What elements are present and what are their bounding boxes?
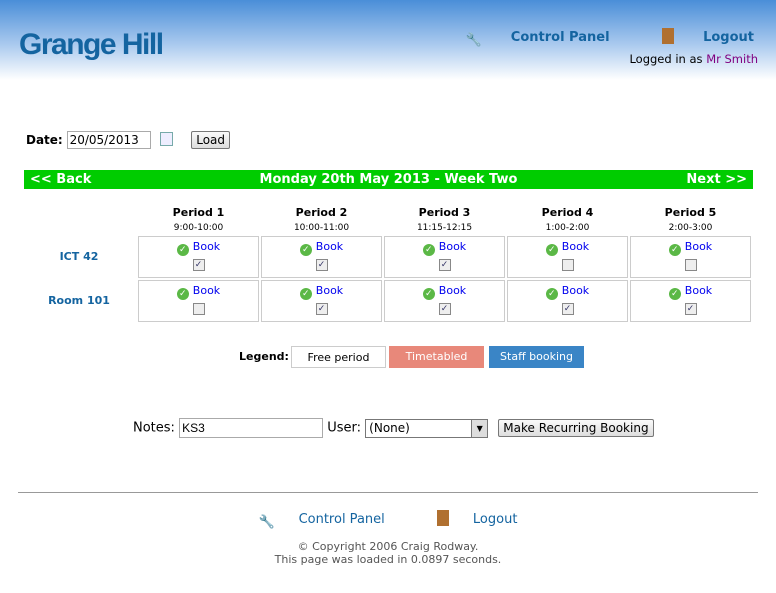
header: Grange Hill 🔧 Control Panel Logout Logged…	[0, 0, 776, 80]
book-link[interactable]: ✓ Book	[139, 284, 258, 300]
period-header: Period 5 2:00-3:00	[664, 206, 717, 233]
book-link[interactable]: ✓ Book	[508, 284, 627, 300]
booking-cell: ✓ Book ✓	[630, 280, 751, 322]
wrench-icon: 🔧	[465, 33, 482, 48]
period-header: Period 1 9:00-10:00	[172, 206, 225, 233]
book-link[interactable]: ✓ Book	[508, 240, 627, 256]
booking-cell: ✓ Book ✓	[507, 280, 628, 322]
back-link[interactable]: << Back	[30, 172, 92, 187]
booking-checkbox[interactable]: ✓	[192, 259, 205, 271]
check-circle-icon: ✓	[668, 288, 681, 300]
booking-checkbox[interactable]: ✓	[438, 303, 451, 315]
calendar-icon[interactable]	[160, 132, 174, 146]
footer-links: 🔧 Control Panel Logout	[0, 510, 776, 531]
booking-checkbox[interactable]: ✓	[315, 303, 328, 315]
control-panel-link[interactable]: 🔧 Control Panel	[465, 30, 610, 48]
book-link[interactable]: ✓ Book	[631, 240, 750, 256]
booking-cell: ✓ Book ✓	[261, 280, 382, 322]
booking-cell: ✓ Book ✓	[384, 280, 505, 322]
check-circle-icon: ✓	[299, 288, 312, 300]
load-button[interactable]: Load	[191, 131, 231, 149]
logo[interactable]: Grange Hill	[19, 28, 164, 61]
booking-checkbox[interactable]: ✓	[438, 259, 451, 271]
check-circle-icon: ✓	[299, 244, 312, 256]
user-select[interactable]: (None) ▼	[365, 418, 489, 438]
logout-link[interactable]: Logout	[638, 28, 754, 45]
check-circle-icon: ✓	[545, 288, 558, 300]
date-input[interactable]	[66, 131, 151, 149]
booking-checkbox[interactable]	[684, 259, 697, 271]
booking-cell: ✓ Book ✓	[261, 236, 382, 278]
copyright: © Copyright 2006 Craig Rodway. This page …	[274, 540, 502, 566]
booking-cell: ✓ Book ✓	[384, 236, 505, 278]
notes-input[interactable]	[179, 418, 324, 438]
booking-cell: ✓ Book	[630, 236, 751, 278]
book-link[interactable]: ✓ Book	[385, 284, 504, 300]
make-recurring-booking-button[interactable]: Make Recurring Booking	[498, 418, 654, 437]
legend-staff: Staff booking	[489, 346, 584, 368]
next-link[interactable]: Next >>	[686, 172, 747, 187]
booking-checkbox[interactable]: ✓	[561, 303, 574, 315]
check-circle-icon: ✓	[668, 244, 681, 256]
booking-cell: ✓ Book	[138, 280, 259, 322]
period-header: Period 2 10:00-11:00	[293, 206, 350, 233]
book-link[interactable]: ✓ Book	[262, 240, 381, 256]
day-navigation: Monday 20th May 2013 - Week Two << Back …	[24, 170, 753, 189]
door-exit-icon	[436, 510, 449, 526]
book-link[interactable]: ✓ Book	[262, 284, 381, 300]
logged-in-status: Logged in as Mr Smith	[629, 52, 758, 66]
legend-timetabled: Timetabled lesson	[389, 346, 484, 384]
footer-logout-link[interactable]: Logout	[425, 510, 530, 527]
booking-cell: ✓ Book ✓	[138, 236, 259, 278]
check-circle-icon: ✓	[422, 244, 435, 256]
booking-checkbox[interactable]	[561, 259, 574, 271]
check-circle-icon: ✓	[176, 288, 189, 300]
check-circle-icon: ✓	[422, 288, 435, 300]
legend-free: Free period	[291, 346, 386, 368]
check-circle-icon: ✓	[176, 244, 189, 256]
period-header: Period 4 1:00-2:00	[541, 206, 594, 233]
book-link[interactable]: ✓ Book	[631, 284, 750, 300]
date-bar: Date: Load	[26, 131, 231, 149]
day-title: Monday 20th May 2013 - Week Two	[259, 172, 518, 187]
chevron-down-icon: ▼	[471, 419, 488, 437]
book-link[interactable]: ✓ Book	[139, 240, 258, 256]
room-label[interactable]: Room 101	[48, 294, 110, 307]
booking-cell: ✓ Book	[507, 236, 628, 278]
booking-checkbox[interactable]	[192, 303, 205, 315]
book-link[interactable]: ✓ Book	[385, 240, 504, 256]
booking-checkbox[interactable]: ✓	[684, 303, 697, 315]
wrench-icon: 🔧	[258, 515, 275, 530]
period-header: Period 3 11:15-12:15	[416, 206, 473, 233]
check-circle-icon: ✓	[545, 244, 558, 256]
door-exit-icon	[662, 28, 675, 44]
booking-form: Notes: User: (None)▼ Make Recurring Book…	[133, 418, 654, 438]
room-label[interactable]: ICT 42	[59, 250, 99, 263]
booking-checkbox[interactable]: ✓	[315, 259, 328, 271]
footer-control-panel-link[interactable]: 🔧 Control Panel	[258, 512, 385, 530]
divider	[18, 492, 758, 493]
